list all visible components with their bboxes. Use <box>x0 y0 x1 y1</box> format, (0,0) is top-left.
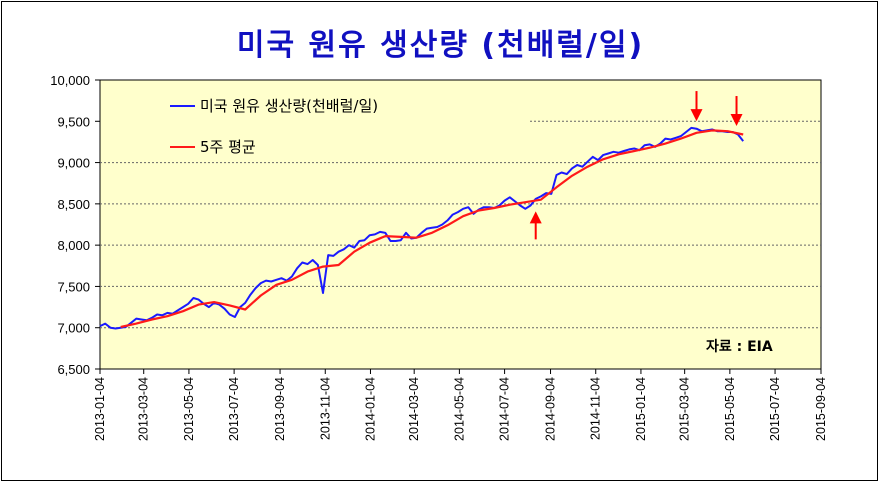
series-line-production <box>99 126 744 330</box>
y-tick-label: 8,500 <box>57 197 90 212</box>
x-tick-label: 2014-11-04 <box>589 377 603 440</box>
chart-title: 미국 원유 생산량 (천배럴/일) <box>236 28 645 63</box>
series-lines <box>99 126 744 330</box>
plot-area <box>99 79 822 370</box>
legend: 미국 원유 생산량(천배럴/일) 5주 평균 <box>170 97 378 156</box>
y-tick-label: 9,500 <box>57 114 90 129</box>
x-tick-label: 2014-05-04 <box>452 377 466 441</box>
y-tick-label: 8,000 <box>57 238 90 253</box>
x-tick-label: 2013-07-04 <box>227 377 241 441</box>
x-tick-label: 2014-07-04 <box>498 377 512 441</box>
y-tick-label: 7,000 <box>57 321 90 336</box>
x-axis-ticks: 2013-01-04 2013-03-04 2013-05-04 2013-07-04… <box>93 369 828 441</box>
gridlines <box>100 120 821 329</box>
arrow-up-icon <box>529 211 542 240</box>
y-tick-label: 9,000 <box>57 156 90 171</box>
x-tick-label: 2015-09-04 <box>814 377 828 441</box>
x-tick-label: 2013-09-04 <box>273 377 287 441</box>
x-tick-label: 2014-01-04 <box>363 377 377 441</box>
x-tick-label: 2014-09-04 <box>544 377 558 441</box>
x-tick-label: 2014-03-04 <box>407 377 421 441</box>
x-tick-label: 2015-01-04 <box>634 377 648 441</box>
x-tick-label: 2015-03-04 <box>678 377 692 441</box>
x-tick-label: 2013-11-04 <box>318 377 332 440</box>
legend-label-5wk-avg: 5주 평균 <box>200 138 256 156</box>
annotations <box>529 91 743 240</box>
legend-label-production: 미국 원유 생산량(천배럴/일) <box>200 97 378 115</box>
y-tick-label: 10,000 <box>50 73 90 88</box>
y-tick-label: 6,500 <box>57 362 90 377</box>
x-tick-label: 2013-05-04 <box>182 377 196 441</box>
y-tick-label: 7,500 <box>57 279 90 294</box>
source-note: 자료 : EIA <box>706 339 773 355</box>
x-tick-label: 2013-01-04 <box>93 377 107 441</box>
x-tick-label: 2015-05-04 <box>723 377 737 441</box>
x-tick-label: 2013-03-04 <box>137 377 151 441</box>
arrow-down-icon <box>730 96 743 127</box>
y-axis-ticks: 10,000 9,500 9,000 8,500 8,000 7,500 7,000 6,50… <box>50 73 100 377</box>
arrow-down-icon <box>690 91 703 122</box>
series-line-5wk-avg <box>120 129 744 328</box>
x-tick-label: 2015-07-04 <box>768 377 782 441</box>
